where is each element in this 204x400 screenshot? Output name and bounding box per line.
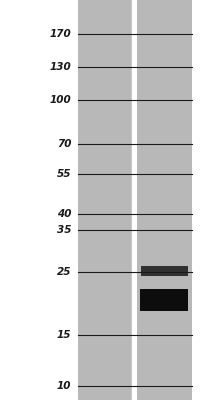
Text: 100: 100: [50, 95, 71, 105]
Text: 70: 70: [57, 139, 71, 149]
Text: 130: 130: [50, 62, 71, 72]
Text: 15: 15: [57, 330, 71, 340]
Text: 35: 35: [57, 225, 71, 235]
Text: 40: 40: [57, 209, 71, 219]
FancyBboxPatch shape: [140, 289, 188, 311]
FancyBboxPatch shape: [141, 266, 188, 276]
Text: 55: 55: [57, 169, 71, 179]
FancyBboxPatch shape: [78, 0, 133, 400]
Text: 10: 10: [57, 381, 71, 391]
FancyBboxPatch shape: [137, 0, 192, 400]
Text: 170: 170: [50, 29, 71, 39]
Text: 25: 25: [57, 267, 71, 277]
